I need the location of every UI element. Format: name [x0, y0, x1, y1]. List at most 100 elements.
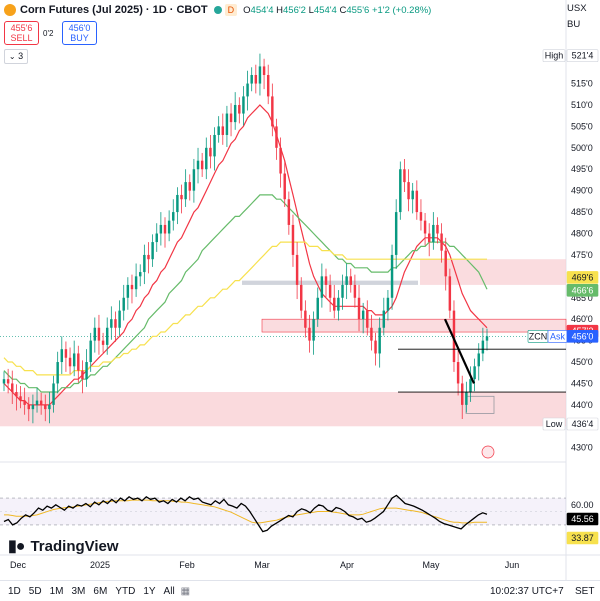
buy-price: 456'0 — [68, 23, 91, 33]
symbol-title[interactable]: Corn Futures (Jul 2025) · 1D · CBOT — [20, 4, 208, 16]
high-value: 521'4 — [572, 51, 594, 61]
ma-level-red-box — [566, 324, 599, 338]
settings-label[interactable]: SET — [575, 585, 595, 597]
tf-1m[interactable]: 1M — [49, 585, 64, 597]
price-tick-label: 465'0 — [571, 293, 593, 303]
tf-1y[interactable]: 1Y — [143, 585, 156, 597]
high-label: High — [545, 51, 564, 61]
candle-body — [176, 194, 179, 213]
candle-body — [167, 220, 171, 234]
candle-body — [188, 182, 191, 191]
candle-body — [456, 362, 460, 384]
candle-body — [172, 212, 175, 221]
symbol-tag: ZCN — [529, 331, 548, 341]
candle-body — [229, 113, 233, 123]
candle-body — [440, 233, 443, 251]
candle-body — [81, 370, 84, 380]
candle-body — [407, 182, 410, 200]
candle-body — [324, 276, 328, 285]
low-label: Low — [546, 419, 563, 429]
sell-price: 455'6 — [10, 23, 33, 33]
price-tick-label: 510'0 — [571, 100, 593, 110]
tradingview-logo[interactable]: ▮● TradingView — [8, 536, 119, 556]
rsi-tick-label: 60.00 — [571, 500, 594, 510]
price-tick-label: 430'0 — [571, 443, 593, 453]
candle-body — [287, 199, 291, 225]
candle-body — [118, 310, 121, 328]
price-tick-label: 450'0 — [571, 357, 593, 367]
tf-1d[interactable]: 1D — [8, 585, 21, 597]
candle-body — [353, 284, 357, 298]
brand-name: TradingView — [30, 537, 119, 555]
rsi-line — [3, 494, 488, 533]
ask-label: Ask — [550, 331, 566, 341]
candle-body — [469, 379, 472, 393]
candle-body — [122, 297, 125, 311]
candle-body — [341, 284, 344, 298]
ma-line-3 — [3, 241, 487, 376]
candle-body — [357, 297, 361, 320]
sell-label: SELL — [10, 33, 33, 43]
candle-body — [209, 147, 212, 157]
delayed-badge: D — [224, 4, 238, 16]
candle-body — [370, 327, 373, 341]
time-tick-label: Dec — [10, 560, 27, 570]
candle-body — [312, 319, 315, 341]
rsi-band — [0, 498, 566, 525]
candle-body — [27, 404, 30, 410]
market-status-icon — [213, 6, 222, 14]
currency-label[interactable]: USX — [567, 3, 587, 14]
tf-ytd[interactable]: YTD — [115, 585, 136, 597]
clock[interactable]: 10:02:37 UTC+7 — [490, 585, 564, 597]
price-tick-label: 495'0 — [571, 164, 593, 174]
candle-body — [316, 297, 319, 320]
candle-body — [374, 340, 377, 354]
candle-body — [304, 310, 307, 328]
tf-5d[interactable]: 5D — [28, 585, 42, 597]
candle-body — [15, 392, 18, 397]
sell-button[interactable]: 455'6 SELL — [4, 21, 39, 45]
candle-body — [295, 254, 299, 285]
candle-body — [52, 383, 55, 405]
tf-3m[interactable]: 3M — [71, 585, 86, 597]
candle-body — [271, 96, 274, 127]
price-tick-label: 435'0 — [571, 421, 593, 431]
price-tick-label: 505'0 — [571, 121, 593, 131]
indicators-toggle[interactable]: ⌄ 3 — [4, 49, 28, 64]
price-tick-label: 470'0 — [571, 271, 593, 281]
low-value-box — [566, 417, 599, 431]
candle-body — [448, 276, 452, 311]
time-tick-label: Apr — [340, 560, 354, 570]
candle-body — [192, 169, 196, 191]
candle-body — [233, 104, 237, 123]
high-label-box — [542, 49, 566, 63]
candle-body — [432, 224, 435, 243]
tf-all[interactable]: All — [163, 585, 175, 597]
candle-body — [147, 254, 150, 260]
candle-body — [423, 220, 427, 234]
candle-body — [477, 353, 480, 367]
candle-body — [411, 190, 414, 200]
corn-icon — [4, 4, 16, 16]
tf-6m[interactable]: 6M — [93, 585, 108, 597]
date-range-icon[interactable]: ▦ — [180, 585, 191, 597]
time-tick-label: Feb — [179, 560, 195, 570]
candle-body — [64, 349, 68, 358]
candle-body — [366, 310, 369, 328]
candle-body — [200, 160, 204, 170]
price-tick-label: 475'0 — [571, 250, 593, 260]
candle-body — [217, 126, 220, 135]
price-tick-label: 515'0 — [571, 79, 593, 89]
price-tick-label: 480'0 — [571, 229, 593, 239]
close-value: 455'6 — [346, 4, 370, 16]
candle-body — [35, 400, 39, 405]
candle-body — [254, 74, 258, 84]
buy-button[interactable]: 456'0 BUY — [62, 21, 97, 45]
candle-body — [110, 319, 113, 328]
candle-body — [328, 284, 332, 298]
candle-body — [250, 74, 253, 84]
candle-body — [275, 126, 278, 148]
resistance-zone-upper — [420, 259, 566, 285]
candle-body — [221, 126, 225, 135]
